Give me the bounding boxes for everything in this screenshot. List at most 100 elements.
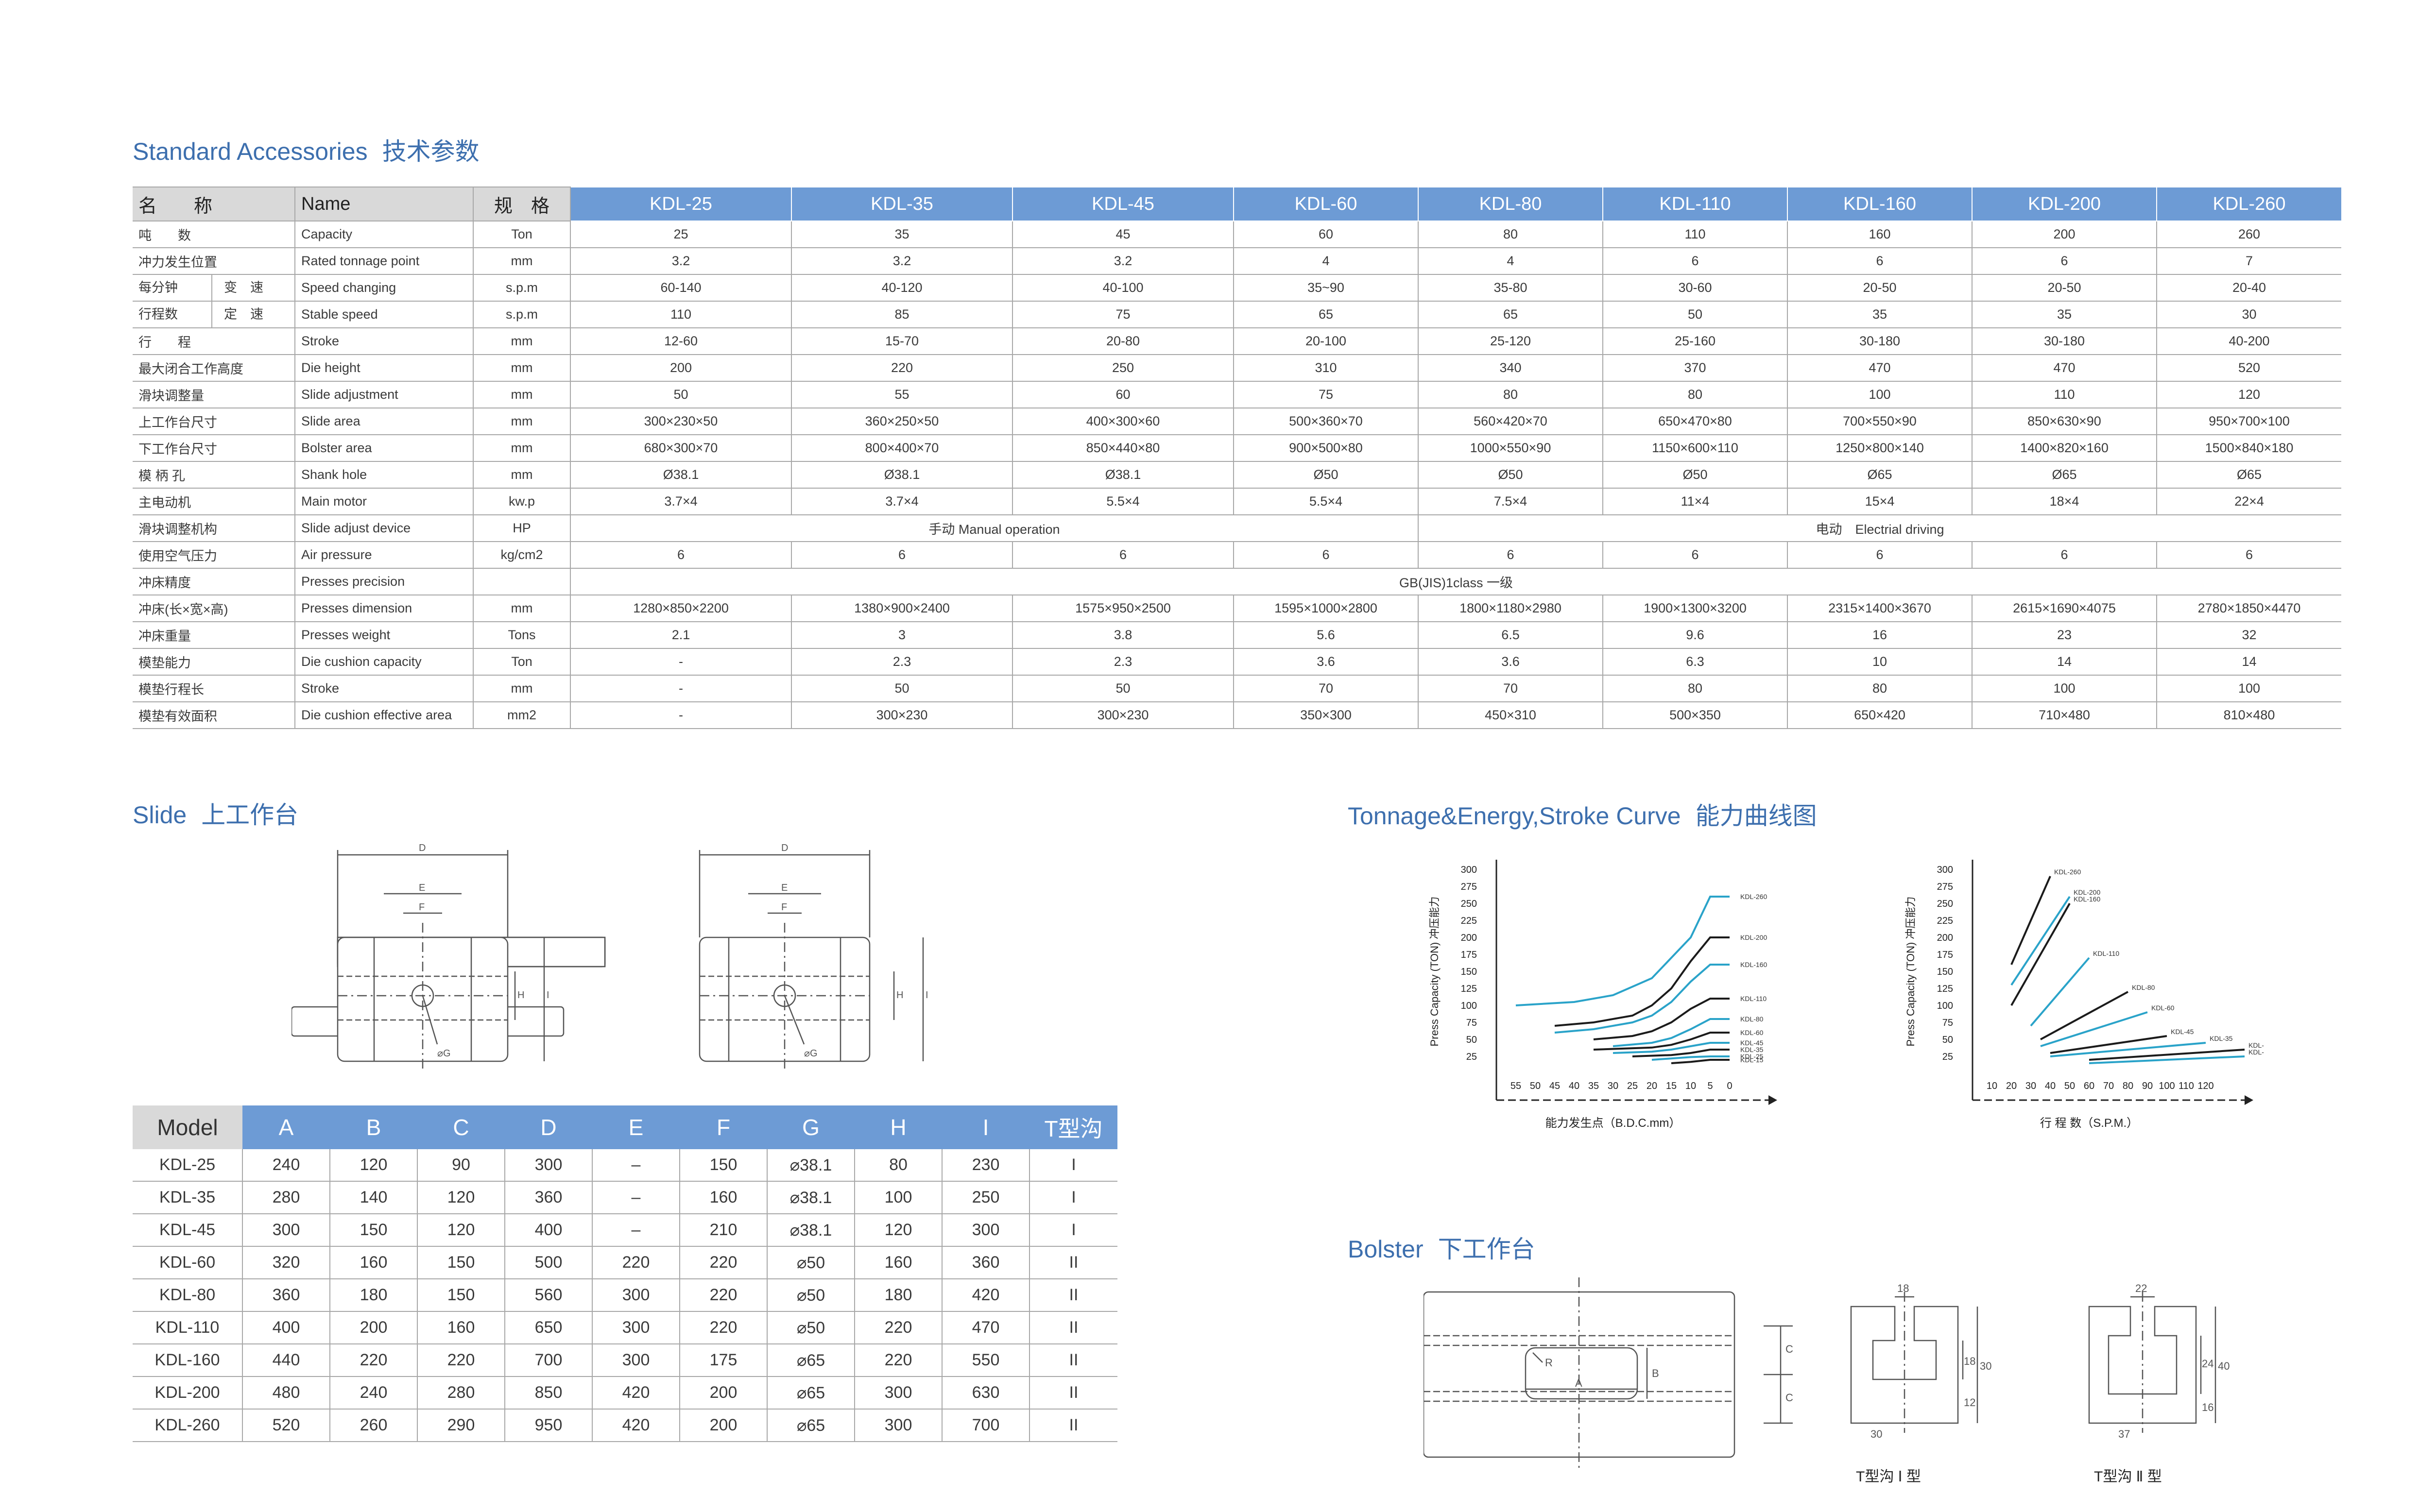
spec-cell: 20-50 bbox=[1972, 274, 2157, 302]
spec-header-model: KDL-200 bbox=[1972, 187, 2157, 221]
spec-cell: 35~90 bbox=[1233, 274, 1419, 302]
spec-row-label-zh: 冲床重量 bbox=[133, 621, 295, 649]
spec-cell: Ø38.1 bbox=[1012, 461, 1234, 489]
spec-row-unit: mm bbox=[473, 381, 571, 408]
slide-cell: 300 bbox=[592, 1311, 680, 1344]
series-label: KDL-35 bbox=[1740, 1046, 1764, 1053]
slide-row: KDL-160 440 220 220 700 300 175 ⌀65 220 550 II bbox=[133, 1344, 1117, 1377]
slide-dim-e: E bbox=[781, 883, 788, 893]
spec-cell: 300×230 bbox=[791, 701, 1013, 729]
spec-body: 吨 数 Capacity Ton 25 35 45 60 80 110 160 200 260 冲力发生… bbox=[133, 221, 2341, 729]
y-tick-label: 175 bbox=[1461, 950, 1477, 960]
slide-cell: I bbox=[1029, 1181, 1117, 1214]
spec-row-label-en: Slide adjust device bbox=[294, 514, 474, 542]
slide-cell: 630 bbox=[942, 1376, 1030, 1410]
slide-row-model: KDL-110 bbox=[133, 1311, 243, 1344]
spec-cell: 18×4 bbox=[1972, 488, 2157, 515]
slide-cell: II bbox=[1029, 1344, 1117, 1377]
slide-cell: 175 bbox=[680, 1344, 768, 1377]
spec-cell: 1380×900×2400 bbox=[791, 595, 1013, 622]
slide-cell: 480 bbox=[242, 1376, 330, 1410]
spec-cell: 2615×1690×4075 bbox=[1972, 595, 2157, 622]
spec-row-label-zh: 滑块调整量 bbox=[133, 381, 295, 408]
spec-cell: 500×350 bbox=[1602, 701, 1788, 729]
slide-cell: 90 bbox=[417, 1149, 505, 1182]
series-line-kdl-110 bbox=[1593, 998, 1730, 1040]
bolster-title: Bolster 下工作台 bbox=[1348, 1230, 1535, 1265]
spec-header-name-zh: 名 称 bbox=[133, 187, 295, 221]
t2-dim-total: 40 bbox=[2218, 1360, 2230, 1372]
spec-cell: Ø65 bbox=[1972, 461, 2157, 489]
spec-cell: Ø38.1 bbox=[791, 461, 1013, 489]
slide-dim-h: H bbox=[517, 990, 524, 1001]
slide-cell: ⌀65 bbox=[767, 1344, 855, 1377]
x-tick-label: 20 bbox=[2006, 1081, 2017, 1091]
spec-cell: Ø50 bbox=[1602, 461, 1788, 489]
spec-row: 模垫能力 Die cushion capacity Ton -2.3 2.3 3.6 3.6… bbox=[133, 648, 2341, 676]
spec-cell: 650×420 bbox=[1787, 701, 1973, 729]
slide-cell: 950 bbox=[505, 1409, 593, 1442]
y-tick-label: 250 bbox=[1461, 899, 1477, 909]
spec-row-label-zh: 主电动机 bbox=[133, 488, 295, 515]
slide-cell: 220 bbox=[680, 1279, 768, 1312]
spec-cell: 25-160 bbox=[1602, 327, 1788, 355]
spec-row: 行 程 Stroke mm 12-60 15-70 20-80 20-100 25-120 25… bbox=[133, 327, 2341, 355]
spec-row-label-en: Slide area bbox=[294, 408, 474, 435]
spec-cell: 1800×1180×2980 bbox=[1418, 595, 1603, 622]
slide-cell: 120 bbox=[855, 1214, 943, 1247]
spec-header-name-en: Name bbox=[294, 187, 474, 221]
spec-cell: 6.3 bbox=[1602, 648, 1788, 676]
spec-row-label-en: Presses precision bbox=[294, 568, 474, 595]
spec-row-label-zh: 每分钟 变 速 bbox=[133, 274, 295, 302]
spec-header-unit: 规 格 bbox=[473, 187, 571, 221]
slide-dim-d: D bbox=[781, 843, 788, 853]
spm-curve-plot: 300 275 250 225 200 175 150 125 100 75 50 25 10 20 30 4… bbox=[1904, 860, 2264, 1130]
x-tick-label: 120 bbox=[2197, 1081, 2213, 1091]
spec-cell: 80 bbox=[1418, 381, 1603, 408]
spec-header-model: KDL-160 bbox=[1787, 187, 1973, 221]
slide-cell: II bbox=[1029, 1409, 1117, 1442]
x-tick-label: 5 bbox=[1707, 1081, 1713, 1091]
slide-cell: 700 bbox=[505, 1344, 593, 1377]
slide-cell: ⌀65 bbox=[767, 1376, 855, 1410]
spec-row: 模垫行程长 Stroke mm -50 50 70 70 80 80 100 100 bbox=[133, 675, 2341, 702]
spec-cell: 60 bbox=[1233, 221, 1419, 248]
series-label: KDL-60 bbox=[2151, 1004, 2175, 1012]
slide-cell: 280 bbox=[242, 1181, 330, 1214]
spec-cell: 6 bbox=[1012, 541, 1234, 569]
spec-cell: 50 bbox=[570, 381, 792, 408]
spec-cell: 4 bbox=[1233, 247, 1419, 275]
slide-row: KDL-200 480 240 280 850 420 200 ⌀65 300 630 II bbox=[133, 1376, 1117, 1410]
spec-cell: 3.2 bbox=[1012, 247, 1234, 275]
t1-dim-bottom: 30 bbox=[1870, 1428, 1882, 1440]
slide-dim-h: H bbox=[896, 990, 903, 1001]
spec-cell: - bbox=[570, 648, 792, 676]
slide-row-model: KDL-25 bbox=[133, 1149, 243, 1182]
spec-cell: 5.5×4 bbox=[1233, 488, 1419, 515]
t1-caption: T型沟 Ⅰ 型 bbox=[1856, 1469, 1921, 1485]
spec-cell: 160 bbox=[1787, 221, 1973, 248]
slide-drawing-left: D E F H I ⌀G bbox=[292, 843, 606, 1069]
spec-row-label-zh: 行程数 定 速 bbox=[133, 301, 295, 328]
spec-header-model: KDL-110 bbox=[1602, 187, 1788, 221]
series-line-kdl-60 bbox=[2040, 1011, 2148, 1047]
slide-row: KDL-35 280 140 120 360–160 ⌀38.1 100 250 I bbox=[133, 1181, 1117, 1214]
spec-header-model: KDL-45 bbox=[1012, 187, 1234, 221]
spec-cell: 40-200 bbox=[2156, 327, 2341, 355]
x-tick-label: 10 bbox=[1987, 1081, 1997, 1091]
spec-row-label-en: Air pressure bbox=[294, 541, 474, 569]
y-tick-label: 75 bbox=[1942, 1018, 1953, 1028]
series-label: KDL-25 bbox=[2248, 1041, 2264, 1049]
bolster-dim-b: B bbox=[1652, 1367, 1659, 1379]
slide-cell: 160 bbox=[855, 1246, 943, 1279]
x-tick-label: 100 bbox=[2159, 1081, 2175, 1091]
slide-cell: 150 bbox=[680, 1149, 768, 1182]
spec-cell: 1575×950×2500 bbox=[1012, 595, 1234, 622]
series-line-kdl-200 bbox=[2010, 896, 2071, 986]
slide-drawing-right: D E F H I ⌀G bbox=[699, 843, 928, 1069]
t-slot-type-2: 22 24 16 40 37 T型沟 Ⅱ 型 bbox=[2088, 1282, 2230, 1485]
slide-cell: 300 bbox=[942, 1214, 1030, 1247]
slide-row: KDL-110 400 200 160 650 300 220 ⌀50 220 470 II bbox=[133, 1311, 1117, 1344]
spec-cell: 3 bbox=[791, 621, 1013, 649]
